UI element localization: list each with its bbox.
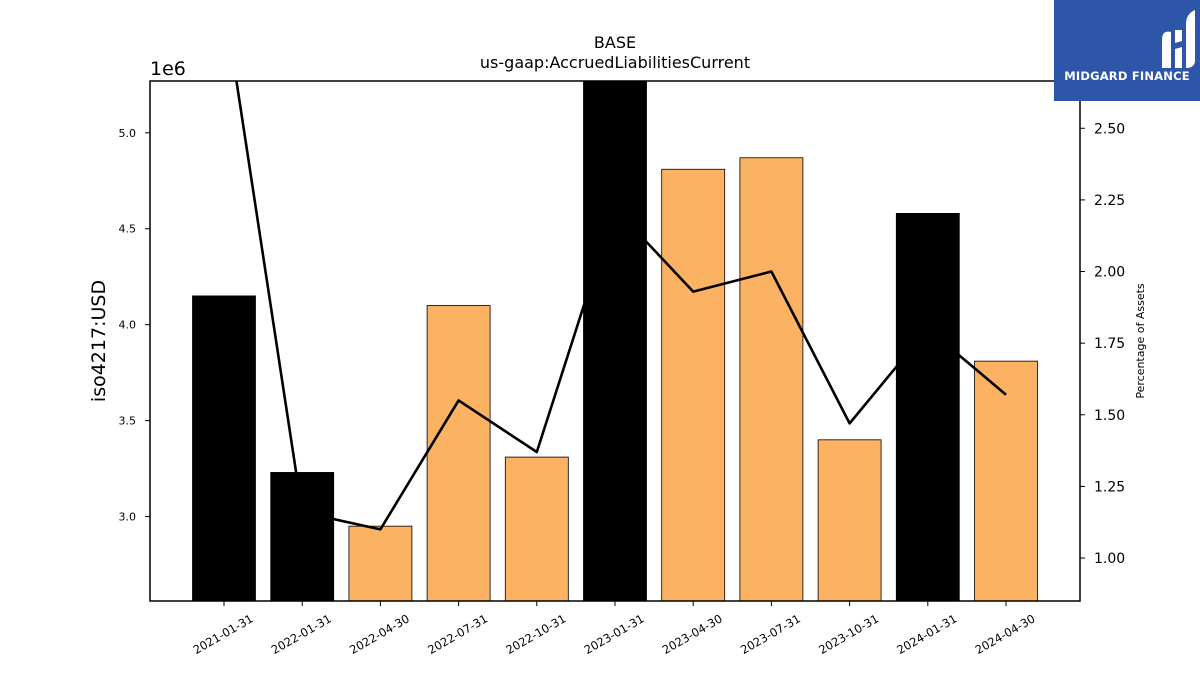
x-tick-label: 2023-10-31 xyxy=(816,611,881,657)
bar xyxy=(661,168,726,602)
y2-axis: 1.00 1.25 1.50 1.75 2.00 2.25 2.50 xyxy=(1080,121,1125,567)
logo-text: MIDGARD FINANCE xyxy=(1064,69,1190,83)
x-tick-label: 2022-04-30 xyxy=(347,611,412,657)
y2-tick-label: 2.25 xyxy=(1094,193,1125,209)
bar xyxy=(348,525,413,602)
x-tick-label: 2022-01-31 xyxy=(269,611,334,657)
bar xyxy=(895,212,960,602)
x-tick-label: 2023-01-31 xyxy=(582,611,647,657)
midgard-finance-logo: MIDGARD FINANCE xyxy=(1054,0,1200,101)
y2-tick-label: 1.25 xyxy=(1094,479,1125,495)
y-tick-label: 3.0 xyxy=(119,511,137,524)
x-tick-label: 2021-01-31 xyxy=(191,611,256,657)
y-tick-label: 4.0 xyxy=(119,319,137,332)
x-tick-label: 2024-01-31 xyxy=(894,611,959,657)
logo-mark-icon xyxy=(1162,10,1195,68)
y-offset-label: 1e6 xyxy=(150,58,186,80)
percentage-line xyxy=(235,81,1007,531)
x-tick-label: 2023-07-31 xyxy=(738,611,803,657)
x-tick-label: 2023-04-30 xyxy=(660,611,725,657)
y2-tick-label: 1.50 xyxy=(1094,408,1125,424)
y-axis-label: iso4217:USD xyxy=(88,280,110,402)
bar xyxy=(270,472,335,602)
x-tick-label: 2024-04-30 xyxy=(973,611,1038,657)
bar xyxy=(426,305,491,602)
line-group xyxy=(235,81,1007,531)
y-tick-label: 5.0 xyxy=(119,127,137,140)
bar xyxy=(504,456,569,602)
y2-tick-label: 1.75 xyxy=(1094,336,1125,352)
bar xyxy=(974,360,1038,602)
x-tick-label: 2022-10-31 xyxy=(503,611,568,657)
chart-title: BASE xyxy=(594,33,636,52)
bar xyxy=(583,80,647,602)
y2-tick-label: 2.50 xyxy=(1094,121,1125,137)
y2-tick-label: 1.00 xyxy=(1094,551,1125,567)
y-tick-label: 3.5 xyxy=(119,415,137,428)
bar xyxy=(192,295,256,602)
y2-axis-label: Percentage of Assets xyxy=(1134,283,1147,399)
y-axis: 3.0 3.5 4.0 4.5 5.0 xyxy=(119,127,150,524)
chart-subtitle: us-gaap:AccruedLiabilitiesCurrent xyxy=(480,53,750,72)
x-tick-label: 2022-07-31 xyxy=(425,611,490,657)
bar-group xyxy=(192,80,1038,602)
y-tick-label: 4.5 xyxy=(119,223,137,236)
x-axis: 2021-01-31 2022-01-31 2022-04-30 2022-07-31… xyxy=(191,601,1038,657)
y2-tick-label: 2.00 xyxy=(1094,265,1125,281)
bar xyxy=(817,439,882,602)
plot-frame xyxy=(149,80,1081,602)
bar xyxy=(739,157,804,602)
